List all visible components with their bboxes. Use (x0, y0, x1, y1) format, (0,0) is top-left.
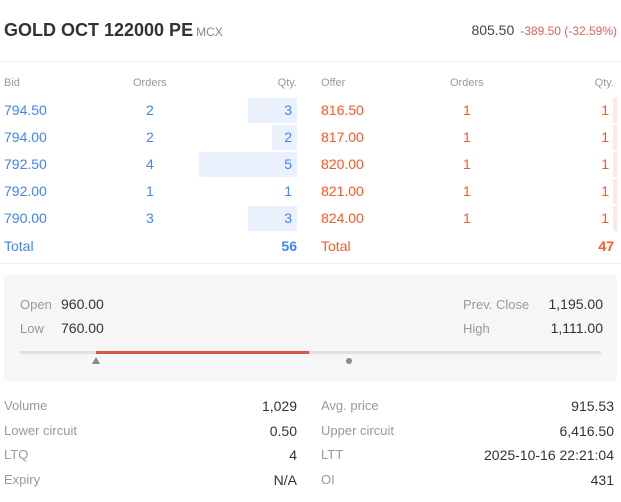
stat-value: 2025-10-16 22:21:04 (484, 447, 614, 463)
offer-price[interactable]: 820.00 (321, 156, 364, 172)
stat-label: Lower circuit (4, 422, 77, 438)
offer-qty-bar (613, 152, 617, 177)
high-value: 1,111.00 (550, 320, 603, 336)
price-change: -389.50 (-32.59%) (520, 24, 617, 38)
offer-qty: 1 (601, 156, 609, 172)
stat-label: LTT (321, 447, 344, 462)
stat-value: 915.53 (571, 398, 614, 414)
bid-price[interactable]: 792.00 (4, 183, 47, 199)
offer-orders: 1 (463, 129, 471, 145)
offer-qty-header: Qty. (594, 77, 614, 89)
low-label: Low (20, 321, 44, 336)
stat-value: 431 (590, 471, 614, 488)
open-value: 960.00 (61, 296, 104, 312)
stat-label: Volume (4, 398, 48, 413)
price-block: 805.50 -389.50 (-32.59%) (471, 22, 617, 38)
last-price: 805.50 (471, 22, 515, 38)
offer-qty-bar (613, 98, 617, 123)
offer-qty-bar (613, 125, 617, 150)
instrument-header: GOLD OCT 122000 PE MCX 805.50 -389.50 (-32… (0, 0, 621, 62)
offer-qty-bar (613, 206, 617, 231)
instrument-title: GOLD OCT 122000 PE MCX (4, 20, 223, 41)
offer-header: Offer (321, 77, 346, 89)
offer-qty-bar (613, 179, 617, 204)
offer-total-label: Total (321, 238, 351, 254)
open-label: Open (20, 297, 52, 312)
divider (0, 263, 621, 264)
bid-qty: 5 (284, 156, 292, 172)
bid-orders: 3 (146, 210, 154, 226)
bid-orders: 4 (146, 156, 154, 172)
bid-header: Bid (4, 77, 20, 89)
prev-close-value: 1,195.00 (548, 296, 604, 312)
ohlc-panel: Open 960.00 Low 760.00 Prev. Close 1,195… (4, 275, 617, 381)
stat-value: 0.50 (269, 422, 297, 439)
bid-total-label: Total (4, 238, 34, 254)
stat-label: LTQ (4, 447, 29, 462)
bid-qty-bar (248, 206, 297, 231)
offer-qty: 1 (601, 102, 609, 118)
symbol: GOLD OCT 122000 PE (4, 20, 194, 40)
stat-label: Avg. price (321, 398, 379, 413)
offer-price[interactable]: 816.50 (321, 102, 364, 118)
day-range-fill (96, 351, 309, 354)
stat-label: Expiry (4, 471, 41, 487)
offer-price[interactable]: 821.00 (321, 183, 364, 199)
bid-total: 56 (281, 238, 297, 254)
bid-qty: 3 (284, 102, 292, 118)
high-label: High (463, 321, 490, 336)
offer-orders: 1 (463, 156, 471, 172)
offer-qty: 1 (601, 183, 609, 199)
stat-value: 4 (289, 447, 297, 463)
exchange: MCX (196, 25, 223, 39)
bid-price[interactable]: 794.00 (4, 129, 47, 145)
stat-label: Upper circuit (321, 422, 394, 438)
offer-orders: 1 (463, 183, 471, 199)
bid-price[interactable]: 790.00 (4, 210, 47, 226)
bid-qty-bar (248, 98, 297, 123)
bid-price[interactable]: 794.50 (4, 102, 47, 118)
offer-price[interactable]: 824.00 (321, 210, 364, 226)
ltp-marker-icon (346, 358, 352, 364)
bid-qty-header: Qty. (277, 77, 297, 89)
open-marker-icon (92, 357, 100, 364)
offer-price[interactable]: 817.00 (321, 129, 364, 145)
bid-orders: 2 (146, 102, 154, 118)
offer-qty: 1 (601, 129, 609, 145)
prev-close-label: Prev. Close (463, 297, 530, 312)
bid-orders: 1 (146, 183, 154, 199)
bid-qty: 1 (284, 183, 292, 199)
bid-price[interactable]: 792.50 (4, 156, 47, 172)
bid-qty-bar (272, 125, 297, 150)
offer-orders-header: Orders (450, 77, 484, 89)
bid-orders-header: Orders (133, 77, 167, 89)
stat-value: 1,029 (261, 398, 297, 414)
offer-qty: 1 (601, 210, 609, 226)
stat-value: 6,416.50 (559, 422, 615, 439)
stat-label: OI (321, 471, 335, 487)
offer-total: 47 (598, 238, 614, 254)
day-range-bar (20, 351, 601, 364)
bid-qty: 3 (284, 210, 292, 226)
bid-orders: 2 (146, 129, 154, 145)
stat-value: N/A (273, 471, 297, 488)
bid-qty-bar (199, 152, 297, 177)
offer-orders: 1 (463, 102, 471, 118)
bid-qty: 2 (284, 129, 292, 145)
low-value: 760.00 (61, 320, 104, 336)
offer-orders: 1 (463, 210, 471, 226)
